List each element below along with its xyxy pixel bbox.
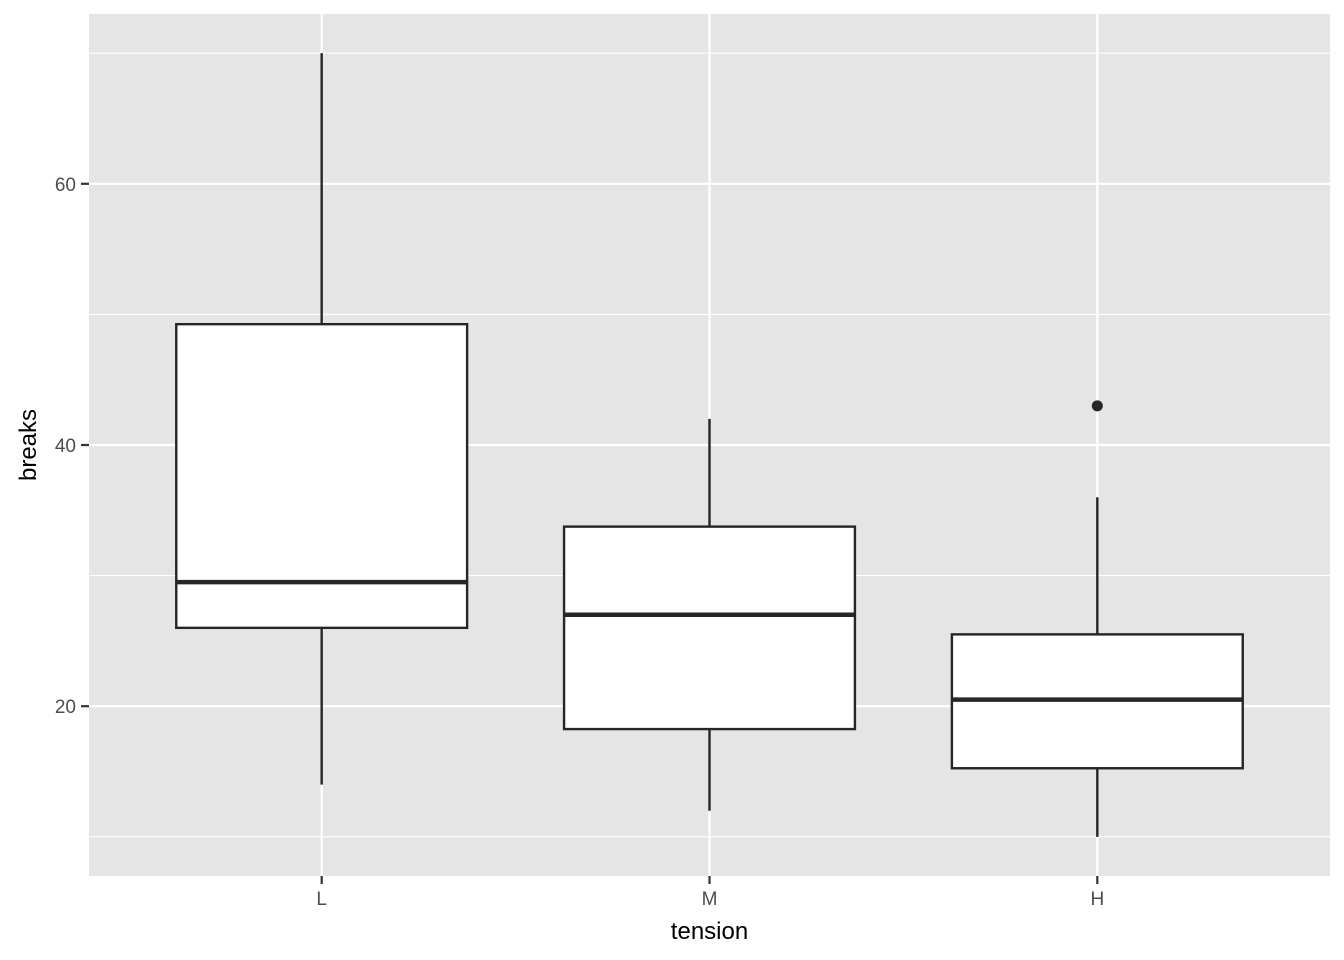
x-tick-label: L xyxy=(316,889,327,910)
iqr-box xyxy=(562,525,857,731)
box-M xyxy=(562,418,857,811)
outlier-point xyxy=(1091,400,1103,412)
box-L xyxy=(175,53,469,785)
x-tick-label: M xyxy=(702,889,718,910)
y-tick-label: 60 xyxy=(55,175,76,196)
y-tick-label: 20 xyxy=(55,697,76,718)
x-axis-title: tension xyxy=(671,918,748,945)
y-axis: 20 40 60 xyxy=(55,175,89,718)
box-layer xyxy=(175,53,1244,837)
iqr-box xyxy=(175,322,469,630)
y-tick-label: 40 xyxy=(55,436,76,457)
box-H xyxy=(950,400,1244,837)
x-tick-label: H xyxy=(1090,889,1104,910)
y-axis-title: breaks xyxy=(15,409,42,481)
